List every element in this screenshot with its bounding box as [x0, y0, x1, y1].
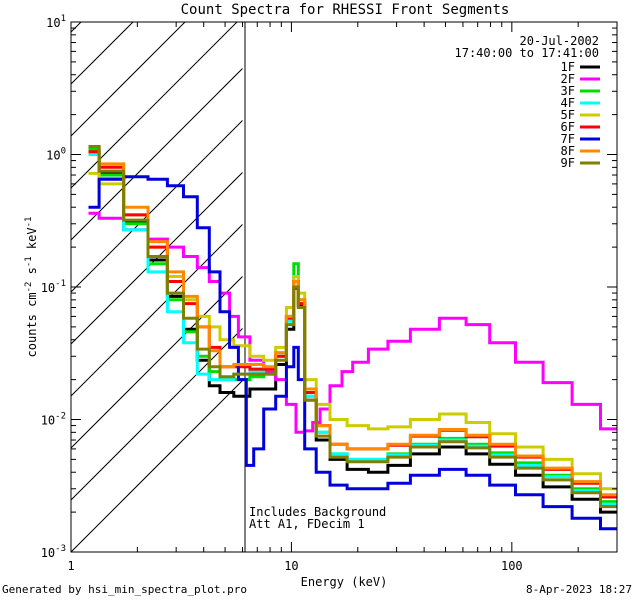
y-tick-label: 10-1 — [41, 279, 66, 295]
legend-label-5f: 5F — [561, 108, 575, 122]
hatch-line — [71, 379, 243, 552]
series-line-8f — [88, 145, 617, 497]
series-line-4f — [88, 153, 617, 506]
legend-label-3f: 3F — [561, 84, 575, 98]
info-date: 20-Jul-2002 — [520, 34, 599, 48]
legend-label-1f: 1F — [561, 60, 575, 74]
y-label-part-counts: counts cm — [25, 292, 39, 357]
x-tick-label: 1 — [67, 559, 74, 573]
y-label-part-s: s — [25, 267, 39, 281]
legend-label-6f: 6F — [561, 120, 575, 134]
y-tick-exponent: -3 — [55, 544, 66, 554]
y-tick-base: 10 — [41, 546, 55, 560]
x-tick-label: 10 — [284, 559, 298, 573]
plot-frame — [70, 21, 618, 553]
y-tick-exponent: -1 — [55, 279, 66, 289]
series-line-7f — [88, 175, 617, 531]
y-tick-exponent: 0 — [61, 147, 66, 157]
x-axis-label: Energy (keV) — [301, 575, 388, 589]
y-tick-base: 10 — [41, 281, 55, 295]
y-tick-base: 10 — [46, 16, 60, 30]
hatch-line — [71, 327, 243, 501]
annotation-attenuator: Att A1, FDecim 1 — [249, 517, 365, 531]
legend-label-4f: 4F — [561, 96, 575, 110]
y-axis-label: counts cm-2 s-1 keV-1 — [24, 217, 39, 358]
chart-title: Count Spectra for RHESSI Front Segments — [181, 2, 510, 18]
y-tick-base: 10 — [41, 414, 55, 428]
footer-generator: Generated by hsi_min_spectra_plot.pro — [2, 583, 248, 596]
y-label-exp-s: -1 — [24, 256, 34, 267]
series-line-9f — [88, 145, 617, 509]
legend-label-7f: 7F — [561, 132, 575, 146]
hatch-line — [71, 119, 243, 293]
y-tick-label: 101 — [46, 14, 66, 30]
y-label-part-kev: keV — [25, 227, 39, 256]
y-tick-base: 10 — [46, 149, 60, 163]
y-tick-label: 10-3 — [41, 544, 66, 560]
legend-label-9f: 9F — [561, 156, 575, 170]
spectra-series — [88, 145, 617, 531]
hatch-line — [71, 22, 186, 137]
y-tick-label: 100 — [46, 147, 66, 163]
hatch-line — [71, 275, 243, 449]
footer-timestamp: 8-Apr-2023 18:27 — [526, 583, 632, 596]
annotation-background: Includes Background — [249, 505, 386, 519]
hatch-line — [71, 171, 243, 345]
y-tick-label: 10-2 — [41, 412, 66, 428]
info-time-range: 17:40:00 to 17:41:00 — [455, 46, 600, 60]
x-tick-labels: 1 10 100 — [67, 559, 522, 573]
y-tick-exponent: 1 — [61, 14, 66, 24]
y-label-exp-cm: -2 — [24, 282, 34, 293]
series-line-6f — [88, 150, 617, 499]
legend-label-2f: 2F — [561, 72, 575, 86]
y-label-exp-kev: -1 — [24, 217, 34, 228]
y-tick-exponent: -2 — [55, 412, 66, 422]
hatch-line — [71, 22, 238, 189]
legend-label-8f: 8F — [561, 144, 575, 158]
x-tick-label: 100 — [501, 559, 523, 573]
axis-ticks — [70, 22, 618, 553]
hatch-line — [71, 223, 243, 397]
series-line-5f — [88, 171, 617, 491]
hatch-line — [71, 67, 243, 241]
